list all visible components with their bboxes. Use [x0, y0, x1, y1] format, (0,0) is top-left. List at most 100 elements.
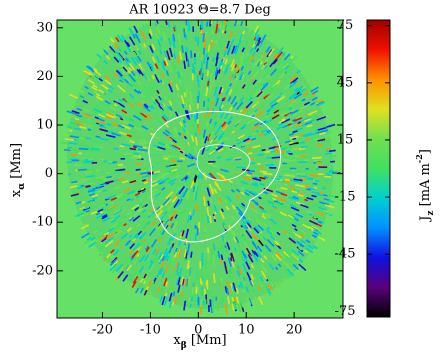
texture-streak — [73, 138, 78, 141]
texture-streak — [227, 96, 232, 102]
texture-streak — [223, 111, 230, 120]
texture-streak — [212, 57, 215, 63]
texture-streak — [137, 205, 144, 211]
texture-streak — [144, 222, 150, 228]
colorbar-tick-label: 15 — [337, 132, 354, 147]
texture-streak — [197, 79, 200, 88]
texture-streak — [292, 205, 297, 209]
texture-streak — [219, 176, 228, 183]
texture-streak — [176, 56, 180, 64]
texture-streak — [271, 156, 281, 159]
texture-streak — [298, 230, 305, 236]
texture-streak — [76, 115, 86, 121]
texture-streak — [170, 79, 174, 84]
texture-streak — [238, 268, 243, 275]
texture-streak — [264, 55, 271, 64]
texture-streak — [128, 62, 136, 71]
texture-streak — [126, 138, 134, 142]
texture-streak — [141, 224, 147, 230]
texture-streak — [168, 110, 173, 116]
texture-streak — [109, 259, 117, 267]
texture-streak — [147, 214, 152, 219]
texture-streak — [75, 201, 82, 205]
texture-streak — [184, 176, 189, 181]
texture-streak — [140, 171, 150, 175]
texture-streak — [244, 188, 250, 193]
texture-streak — [157, 119, 165, 127]
texture-streak — [168, 144, 179, 151]
texture-streak — [282, 250, 290, 258]
texture-streak — [139, 257, 144, 263]
texture-streak — [66, 125, 72, 129]
texture-streak — [149, 127, 154, 131]
texture-streak — [269, 62, 274, 68]
texture-streak — [232, 101, 238, 108]
texture-streak — [111, 122, 119, 127]
texture-streak — [220, 175, 226, 180]
texture-streak — [229, 257, 233, 262]
texture-streak — [208, 173, 214, 179]
texture-streak — [133, 260, 138, 265]
texture-streak — [278, 175, 283, 178]
texture-streak — [112, 170, 119, 173]
texture-streak — [71, 159, 80, 162]
texture-streak — [95, 175, 105, 179]
texture-streak — [227, 269, 232, 280]
texture-streak — [176, 143, 184, 150]
texture-streak — [308, 187, 316, 191]
texture-streak — [148, 290, 152, 296]
texture-streak — [247, 172, 253, 175]
texture-streak — [244, 87, 249, 94]
texture-streak — [155, 43, 161, 52]
texture-streak — [210, 63, 214, 73]
sunspot-region — [66, 20, 334, 309]
texture-streak — [226, 196, 233, 202]
texture-streak — [274, 200, 283, 206]
y-tick-label: -10 — [32, 215, 53, 230]
texture-streak — [104, 239, 114, 248]
texture-streak — [72, 167, 76, 170]
texture-streak — [183, 300, 187, 311]
texture-streak — [193, 146, 198, 154]
texture-streak — [133, 89, 138, 93]
texture-streak — [144, 94, 149, 99]
texture-streak — [103, 160, 108, 163]
texture-streak — [275, 242, 279, 246]
texture-streak — [91, 194, 98, 198]
texture-streak — [214, 130, 219, 136]
texture-streak — [289, 98, 297, 104]
texture-streak — [203, 300, 205, 305]
texture-streak — [77, 168, 87, 171]
texture-streak — [151, 154, 162, 157]
texture-streak — [204, 163, 214, 169]
texture-streak — [130, 198, 135, 202]
texture-streak — [99, 137, 109, 141]
texture-streak — [131, 203, 140, 211]
texture-streak — [113, 56, 120, 63]
texture-streak — [162, 190, 167, 195]
texture-streak — [163, 60, 167, 66]
texture-streak — [110, 249, 115, 254]
texture-streak — [106, 175, 112, 179]
texture-streak — [130, 156, 139, 159]
texture-streak — [295, 201, 305, 206]
texture-streak — [269, 98, 277, 106]
texture-streak — [168, 140, 176, 146]
texture-streak — [319, 192, 325, 195]
texture-streak — [137, 259, 141, 263]
texture-streak — [290, 99, 297, 104]
texture-streak — [99, 251, 104, 255]
texture-streak — [260, 283, 264, 288]
texture-streak — [240, 20, 244, 27]
texture-streak — [94, 145, 104, 149]
texture-streak — [197, 36, 200, 46]
texture-streak — [70, 181, 80, 186]
texture-streak — [111, 257, 118, 264]
texture-streak — [134, 33, 141, 44]
texture-streak — [170, 168, 178, 173]
texture-streak — [122, 66, 128, 72]
texture-streak — [139, 221, 145, 226]
texture-streak — [231, 260, 235, 268]
texture-streak — [257, 153, 265, 157]
texture-streak — [123, 256, 129, 263]
